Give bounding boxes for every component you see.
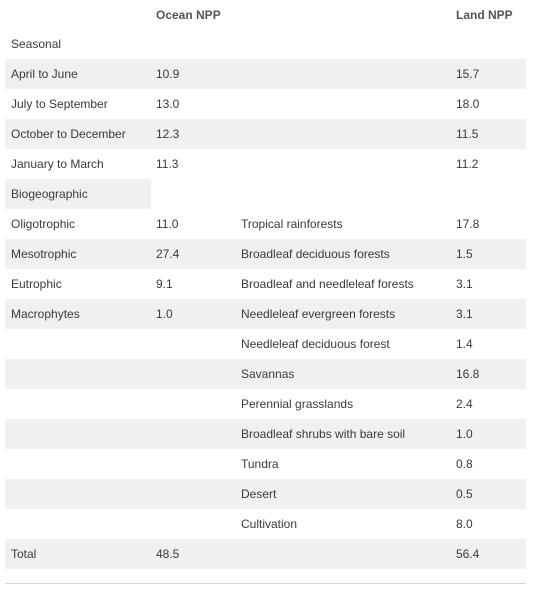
land-value: 0.8 bbox=[456, 457, 473, 471]
ocean-value: 27.4 bbox=[156, 247, 180, 261]
ocean-value: 1.0 bbox=[156, 307, 173, 321]
land-label: Perennial grasslands bbox=[241, 397, 354, 411]
table-row: Eutrophic 9.1 Broadleaf and needleleaf f… bbox=[5, 269, 526, 299]
ocean-value: 13.0 bbox=[156, 97, 180, 111]
land-value: 15.7 bbox=[456, 67, 480, 81]
ocean-value: 11.0 bbox=[156, 217, 179, 231]
table-row: Oligotrophic 11.0 Tropical rainforests 1… bbox=[5, 209, 526, 239]
table-row: Broadleaf shrubs with bare soil 1.0 bbox=[5, 419, 526, 449]
land-value: 18.0 bbox=[456, 97, 480, 111]
ocean-value: 10.9 bbox=[156, 67, 180, 81]
land-label: Needleleaf deciduous forest bbox=[241, 337, 390, 351]
ocean-total: 48.5 bbox=[156, 547, 180, 561]
land-value: 11.2 bbox=[456, 157, 479, 171]
table-row: January to March 11.3 11.2 bbox=[5, 149, 526, 179]
land-value: 17.8 bbox=[456, 217, 480, 231]
table-row: October to December 12.3 11.5 bbox=[5, 119, 526, 149]
section-label: Biogeographic bbox=[11, 187, 88, 201]
row-label: Mesotrophic bbox=[11, 247, 77, 261]
land-value: 3.1 bbox=[456, 307, 473, 321]
table-row: Savannas 16.8 bbox=[5, 359, 526, 389]
land-label: Tropical rainforests bbox=[241, 217, 343, 231]
row-label: January to March bbox=[11, 157, 104, 171]
table-bottom-divider bbox=[5, 583, 526, 584]
row-label: Macrophytes bbox=[11, 307, 80, 321]
land-label: Savannas bbox=[241, 367, 295, 381]
land-total: 56.4 bbox=[456, 547, 480, 561]
table-row: Mesotrophic 27.4 Broadleaf deciduous for… bbox=[5, 239, 526, 269]
table-row: Macrophytes 1.0 Needleleaf evergreen for… bbox=[5, 299, 526, 329]
section-label: Seasonal bbox=[11, 37, 62, 51]
land-value: 1.0 bbox=[456, 427, 473, 441]
row-label: October to December bbox=[11, 127, 126, 141]
land-value: 16.8 bbox=[456, 367, 480, 381]
land-label: Broadleaf and needleleaf forests bbox=[241, 277, 414, 291]
table-row: Needleleaf deciduous forest 1.4 bbox=[5, 329, 526, 359]
land-value: 1.4 bbox=[456, 337, 473, 351]
ocean-npp-header: Ocean NPP bbox=[156, 8, 221, 22]
land-label: Tundra bbox=[241, 457, 279, 471]
table-row: July to September 13.0 18.0 bbox=[5, 89, 526, 119]
table-row: April to June 10.9 15.7 bbox=[5, 59, 526, 89]
land-value: 3.1 bbox=[456, 277, 473, 291]
land-label: Needleleaf evergreen forests bbox=[241, 307, 396, 321]
land-label: Broadleaf shrubs with bare soil bbox=[241, 427, 406, 441]
land-value: 8.0 bbox=[456, 517, 473, 531]
section-row-biogeographic: Biogeographic bbox=[5, 179, 526, 209]
section-row-seasonal: Seasonal bbox=[5, 29, 526, 59]
row-label: Eutrophic bbox=[11, 277, 62, 291]
land-value: 0.5 bbox=[456, 487, 473, 501]
row-label: July to September bbox=[11, 97, 108, 111]
row-label: Oligotrophic bbox=[11, 217, 76, 231]
total-label: Total bbox=[11, 547, 37, 561]
table-row: Perennial grasslands 2.4 bbox=[5, 389, 526, 419]
ocean-value: 11.3 bbox=[156, 157, 179, 171]
table-row: Tundra 0.8 bbox=[5, 449, 526, 479]
table-row: Desert 0.5 bbox=[5, 479, 526, 509]
land-npp-header: Land NPP bbox=[456, 8, 513, 22]
ocean-value: 9.1 bbox=[156, 277, 173, 291]
land-value: 11.5 bbox=[456, 127, 479, 141]
land-label: Desert bbox=[241, 487, 277, 501]
total-row: Total 48.5 56.4 bbox=[5, 539, 526, 569]
land-label: Cultivation bbox=[241, 517, 298, 531]
land-label: Broadleaf deciduous forests bbox=[241, 247, 390, 261]
ocean-value: 12.3 bbox=[156, 127, 180, 141]
land-value: 1.5 bbox=[456, 247, 473, 261]
row-label: April to June bbox=[11, 67, 78, 81]
land-value: 2.4 bbox=[456, 397, 473, 411]
table-row: Cultivation 8.0 bbox=[5, 509, 526, 539]
